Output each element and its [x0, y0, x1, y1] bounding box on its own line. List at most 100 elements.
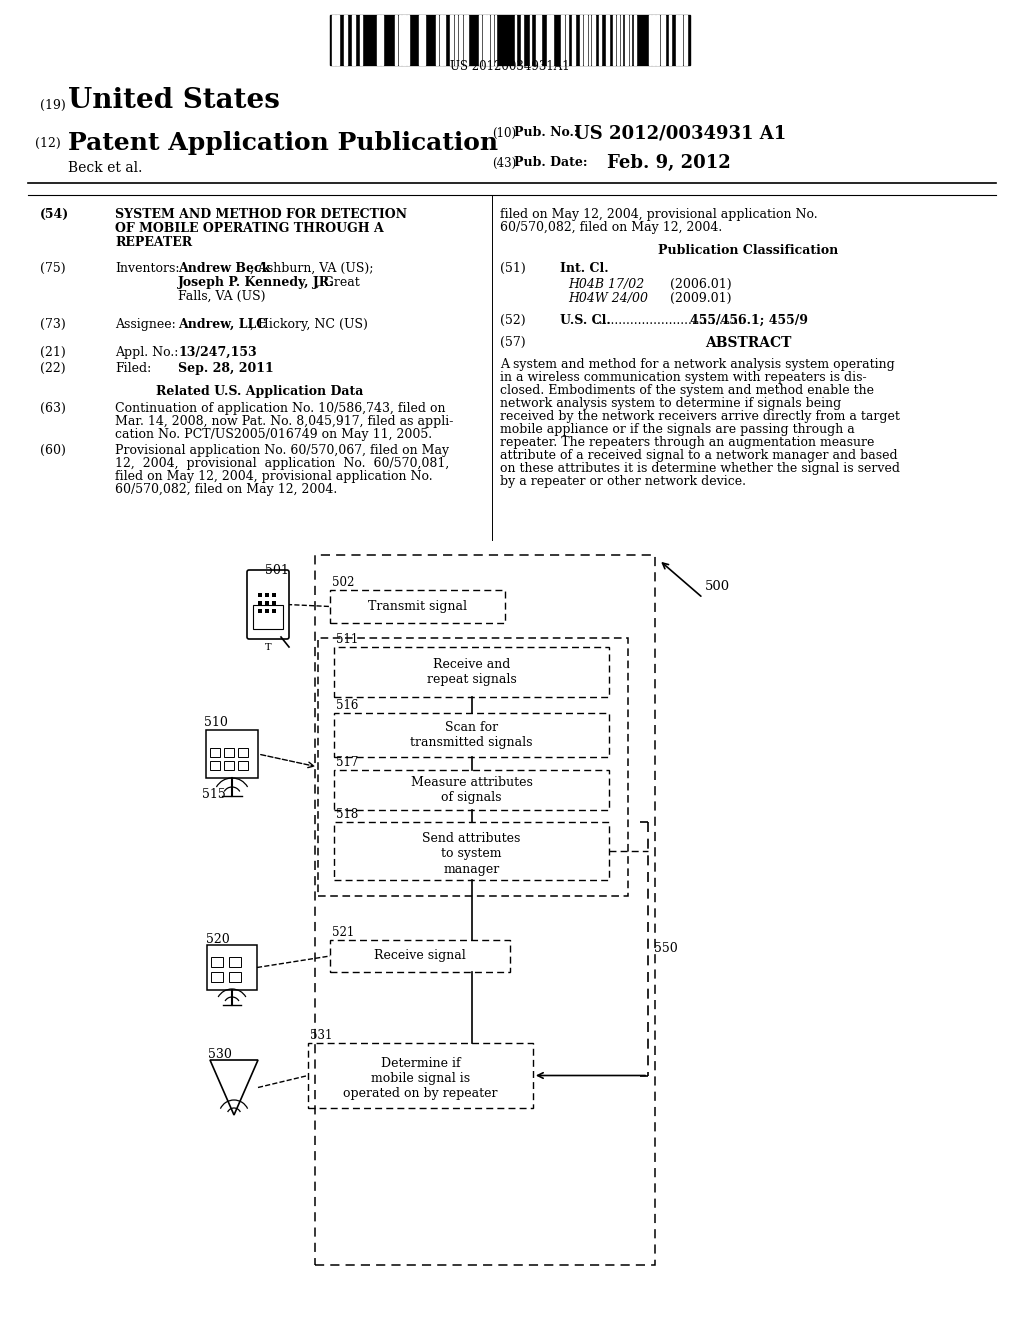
Text: 530: 530 — [208, 1048, 231, 1061]
Bar — [399, 15, 401, 65]
Text: (19): (19) — [40, 99, 66, 111]
Text: (57): (57) — [500, 337, 525, 348]
Text: in a wireless communication system with repeaters is dis-: in a wireless communication system with … — [500, 371, 866, 384]
Text: Continuation of application No. 10/586,743, filed on: Continuation of application No. 10/586,7… — [115, 403, 445, 414]
Bar — [330, 940, 510, 972]
Bar — [482, 15, 485, 65]
Bar — [408, 15, 409, 65]
Text: (54): (54) — [40, 209, 70, 220]
Bar — [334, 647, 609, 697]
Bar — [478, 15, 481, 65]
Text: (12): (12) — [35, 136, 60, 149]
Text: filed on May 12, 2004, provisional application No.: filed on May 12, 2004, provisional appli… — [500, 209, 817, 220]
Text: T: T — [264, 643, 271, 652]
Text: (52): (52) — [500, 314, 525, 327]
Bar — [253, 605, 283, 630]
Bar — [211, 957, 223, 968]
Bar — [419, 15, 422, 65]
Text: (21): (21) — [40, 346, 66, 359]
FancyBboxPatch shape — [247, 570, 289, 639]
Text: (43): (43) — [492, 157, 516, 169]
Bar — [272, 609, 276, 612]
Bar — [592, 15, 595, 65]
Bar — [330, 590, 505, 623]
Text: US 20120034931A1: US 20120034931A1 — [451, 59, 569, 73]
Text: US 2012/0034931 A1: US 2012/0034931 A1 — [574, 124, 786, 143]
Text: SYSTEM AND METHOD FOR DETECTION: SYSTEM AND METHOD FOR DETECTION — [115, 209, 407, 220]
Text: 501: 501 — [265, 564, 289, 577]
Text: 516: 516 — [336, 700, 358, 711]
Bar — [336, 15, 339, 65]
Text: (10): (10) — [492, 127, 516, 140]
Text: OF MOBILE OPERATING THROUGH A: OF MOBILE OPERATING THROUGH A — [115, 222, 384, 235]
Text: Falls, VA (US): Falls, VA (US) — [178, 290, 265, 304]
Bar — [626, 15, 628, 65]
Bar — [265, 609, 269, 612]
Text: 13/247,153: 13/247,153 — [178, 346, 257, 359]
Bar — [315, 554, 655, 1265]
Text: Provisional application No. 60/570,067, filed on May: Provisional application No. 60/570,067, … — [115, 444, 450, 457]
Text: 550: 550 — [654, 942, 678, 956]
Bar — [238, 748, 248, 756]
Bar — [660, 15, 663, 65]
Text: on these attributes it is determine whether the signal is served: on these attributes it is determine whet… — [500, 462, 900, 475]
Text: (60): (60) — [40, 444, 66, 457]
Text: Pub. No.:: Pub. No.: — [514, 127, 579, 140]
Text: closed. Embodiments of the system and method enable the: closed. Embodiments of the system and me… — [500, 384, 874, 397]
Bar — [210, 762, 220, 770]
Bar — [308, 1043, 534, 1107]
Bar — [634, 15, 636, 65]
Bar — [404, 15, 406, 65]
Bar — [466, 15, 468, 65]
Bar — [206, 730, 258, 777]
Bar — [572, 15, 575, 65]
Bar — [561, 15, 564, 65]
Bar — [352, 15, 354, 65]
Bar — [224, 748, 234, 756]
Bar — [224, 762, 234, 770]
Text: ......................................: ...................................... — [596, 314, 743, 327]
Bar — [547, 15, 549, 65]
Bar — [265, 601, 269, 605]
Text: Determine if
mobile signal is
operated on by repeater: Determine if mobile signal is operated o… — [343, 1057, 498, 1100]
Bar — [211, 972, 223, 982]
Bar — [581, 15, 583, 65]
Text: 510: 510 — [204, 715, 228, 729]
Bar — [344, 15, 347, 65]
Bar — [649, 15, 651, 65]
Text: , Hickory, NC (US): , Hickory, NC (US) — [250, 318, 368, 331]
Text: H04W 24/00: H04W 24/00 — [568, 292, 648, 305]
Text: Receive signal: Receive signal — [374, 949, 466, 962]
Text: 521: 521 — [332, 927, 354, 939]
Bar — [402, 15, 403, 65]
Bar — [258, 593, 262, 597]
Bar — [565, 15, 567, 65]
Text: 500: 500 — [705, 579, 730, 593]
Text: repeater. The repeaters through an augmentation measure: repeater. The repeaters through an augme… — [500, 436, 874, 449]
Text: Mar. 14, 2008, now Pat. No. 8,045,917, filed as appli-: Mar. 14, 2008, now Pat. No. 8,045,917, f… — [115, 414, 454, 428]
Bar — [589, 15, 591, 65]
Text: Pub. Date:: Pub. Date: — [514, 157, 588, 169]
Bar — [536, 15, 537, 65]
Bar — [495, 15, 496, 65]
Text: , Ashburn, VA (US);: , Ashburn, VA (US); — [250, 261, 374, 275]
Text: by a repeater or other network device.: by a repeater or other network device. — [500, 475, 746, 488]
Text: Filed:: Filed: — [115, 362, 152, 375]
Bar — [679, 15, 682, 65]
Bar — [332, 15, 335, 65]
Text: 518: 518 — [336, 808, 358, 821]
Text: (73): (73) — [40, 318, 66, 331]
Bar — [486, 15, 489, 65]
Text: Int. Cl.: Int. Cl. — [560, 261, 608, 275]
Text: Andrew, LLC: Andrew, LLC — [178, 318, 266, 331]
Bar — [395, 15, 397, 65]
Text: (75): (75) — [40, 261, 66, 275]
Text: U.S. Cl.: U.S. Cl. — [560, 314, 610, 327]
Text: (2006.01): (2006.01) — [670, 279, 731, 290]
Bar — [459, 15, 462, 65]
Text: A system and method for a network analysis system operating: A system and method for a network analys… — [500, 358, 895, 371]
Text: Inventors:: Inventors: — [115, 261, 179, 275]
Bar — [377, 15, 380, 65]
Bar — [652, 15, 654, 65]
Text: 502: 502 — [332, 576, 354, 589]
